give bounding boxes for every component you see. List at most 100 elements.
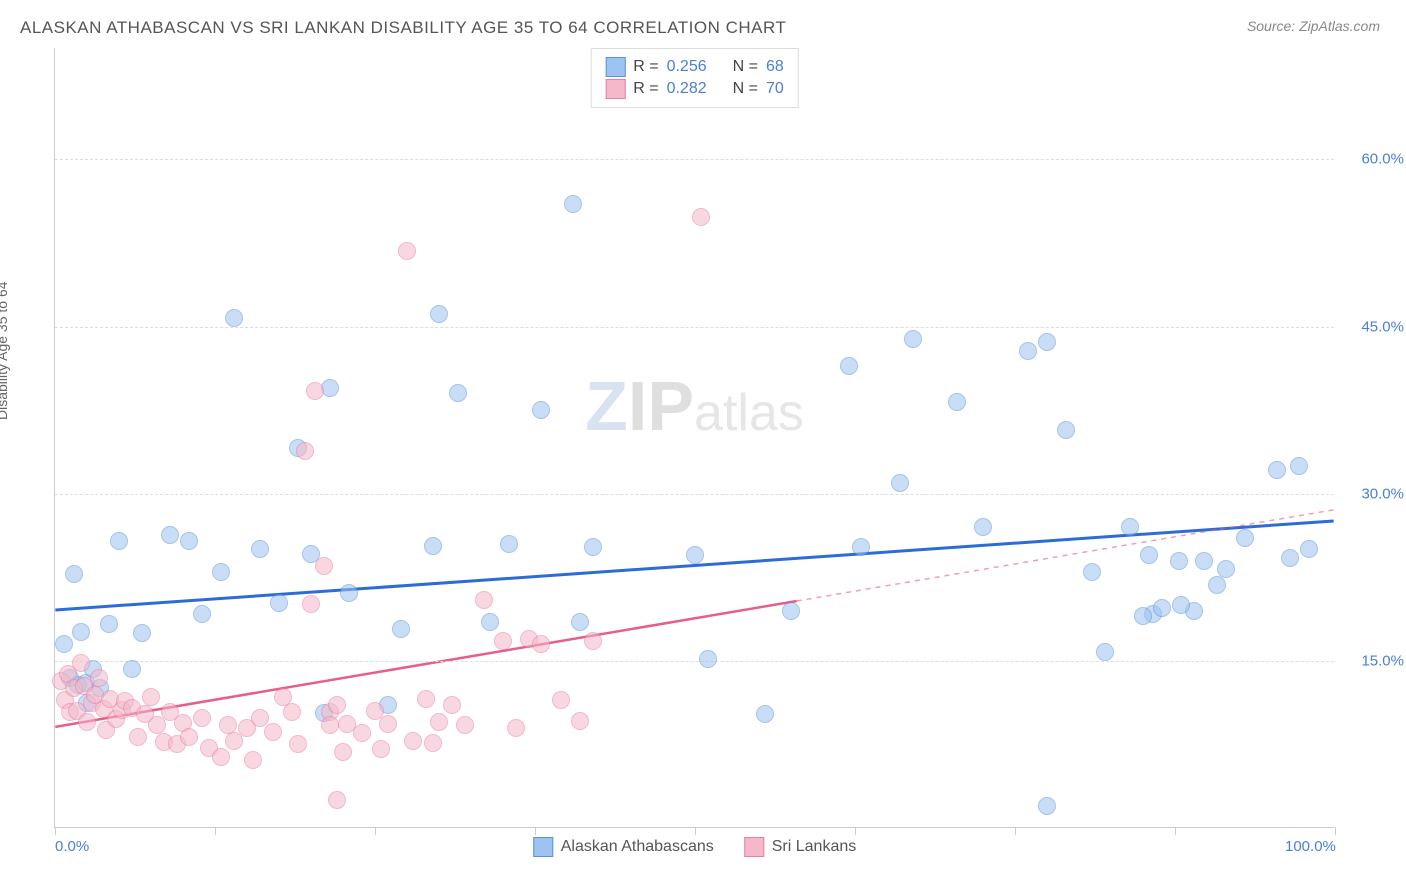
scatter-point bbox=[904, 330, 922, 348]
scatter-point bbox=[315, 557, 333, 575]
watermark: ZIPatlas bbox=[585, 366, 804, 446]
scatter-point bbox=[328, 791, 346, 809]
scatter-point bbox=[129, 728, 147, 746]
scatter-point bbox=[974, 518, 992, 536]
scatter-point bbox=[1300, 540, 1318, 558]
scatter-point bbox=[475, 591, 493, 609]
scatter-point bbox=[100, 615, 118, 633]
scatter-point bbox=[1195, 552, 1213, 570]
scatter-point bbox=[571, 712, 589, 730]
scatter-point bbox=[532, 401, 550, 419]
swatch-series-2-bottom bbox=[744, 837, 764, 857]
scatter-point bbox=[699, 650, 717, 668]
scatter-point bbox=[564, 195, 582, 213]
scatter-point bbox=[372, 740, 390, 758]
scatter-point bbox=[353, 724, 371, 742]
scatter-point bbox=[424, 537, 442, 555]
scatter-point bbox=[782, 602, 800, 620]
scatter-point bbox=[55, 635, 73, 653]
gridline-h bbox=[55, 327, 1334, 328]
scatter-point bbox=[72, 654, 90, 672]
scatter-point bbox=[1096, 643, 1114, 661]
x-tick bbox=[55, 827, 56, 835]
scatter-point bbox=[1019, 342, 1037, 360]
scatter-point bbox=[443, 696, 461, 714]
scatter-point bbox=[1290, 457, 1308, 475]
x-tick bbox=[535, 827, 536, 835]
x-tick bbox=[695, 827, 696, 835]
scatter-point bbox=[264, 723, 282, 741]
scatter-point bbox=[840, 357, 858, 375]
scatter-point bbox=[72, 623, 90, 641]
legend-row-series-1: R = 0.256 N = 68 bbox=[605, 57, 784, 77]
scatter-point bbox=[1121, 518, 1139, 536]
scatter-point bbox=[1083, 563, 1101, 581]
legend-row-series-2: R = 0.282 N = 70 bbox=[605, 79, 784, 99]
scatter-point bbox=[532, 635, 550, 653]
scatter-point bbox=[180, 728, 198, 746]
plot-area: ZIPatlas R = 0.256 N = 68 R = 0.282 N = … bbox=[54, 48, 1334, 828]
scatter-point bbox=[584, 632, 602, 650]
scatter-point bbox=[296, 442, 314, 460]
scatter-point bbox=[1038, 797, 1056, 815]
scatter-point bbox=[65, 565, 83, 583]
scatter-point bbox=[507, 719, 525, 737]
scatter-point bbox=[321, 716, 339, 734]
scatter-point bbox=[334, 743, 352, 761]
scatter-point bbox=[584, 538, 602, 556]
scatter-point bbox=[193, 709, 211, 727]
scatter-point bbox=[1038, 333, 1056, 351]
scatter-point bbox=[1281, 549, 1299, 567]
legend-series: Alaskan Athabascans Sri Lankans bbox=[533, 837, 857, 857]
scatter-point bbox=[500, 535, 518, 553]
scatter-point bbox=[251, 709, 269, 727]
scatter-point bbox=[404, 732, 422, 750]
x-tick-label: 100.0% bbox=[1285, 838, 1336, 855]
scatter-point bbox=[686, 546, 704, 564]
swatch-series-1-bottom bbox=[533, 837, 553, 857]
x-tick bbox=[1015, 827, 1016, 835]
scatter-point bbox=[1057, 421, 1075, 439]
chart-title: ALASKAN ATHABASCAN VS SRI LANKAN DISABIL… bbox=[20, 18, 786, 38]
scatter-point bbox=[1208, 576, 1226, 594]
scatter-point bbox=[756, 705, 774, 723]
scatter-point bbox=[251, 540, 269, 558]
y-tick-label: 60.0% bbox=[1344, 151, 1404, 168]
scatter-point bbox=[225, 309, 243, 327]
scatter-point bbox=[852, 538, 870, 556]
scatter-point bbox=[430, 713, 448, 731]
legend-item-series-1: Alaskan Athabascans bbox=[533, 837, 714, 857]
y-tick-label: 45.0% bbox=[1344, 318, 1404, 335]
scatter-point bbox=[891, 474, 909, 492]
scatter-point bbox=[161, 526, 179, 544]
scatter-point bbox=[340, 584, 358, 602]
trend-lines bbox=[55, 48, 1334, 827]
y-tick-label: 15.0% bbox=[1344, 652, 1404, 669]
scatter-point bbox=[193, 605, 211, 623]
x-tick bbox=[215, 827, 216, 835]
x-tick bbox=[855, 827, 856, 835]
scatter-point bbox=[212, 563, 230, 581]
gridline-h bbox=[55, 661, 1334, 662]
scatter-point bbox=[306, 382, 324, 400]
scatter-point bbox=[424, 734, 442, 752]
scatter-point bbox=[133, 624, 151, 642]
swatch-series-2 bbox=[605, 79, 625, 99]
scatter-point bbox=[328, 696, 346, 714]
scatter-point bbox=[398, 242, 416, 260]
legend-stats: R = 0.256 N = 68 R = 0.282 N = 70 bbox=[590, 48, 799, 108]
scatter-point bbox=[948, 393, 966, 411]
scatter-point bbox=[379, 715, 397, 733]
scatter-point bbox=[1170, 552, 1188, 570]
scatter-point bbox=[1217, 560, 1235, 578]
scatter-point bbox=[1153, 599, 1171, 617]
x-tick bbox=[1175, 827, 1176, 835]
scatter-point bbox=[283, 703, 301, 721]
scatter-point bbox=[1134, 607, 1152, 625]
gridline-h bbox=[55, 494, 1334, 495]
scatter-point bbox=[494, 632, 512, 650]
chart-container: ALASKAN ATHABASCAN VS SRI LANKAN DISABIL… bbox=[0, 0, 1406, 892]
x-tick bbox=[1335, 827, 1336, 835]
scatter-point bbox=[1172, 596, 1190, 614]
scatter-point bbox=[692, 208, 710, 226]
